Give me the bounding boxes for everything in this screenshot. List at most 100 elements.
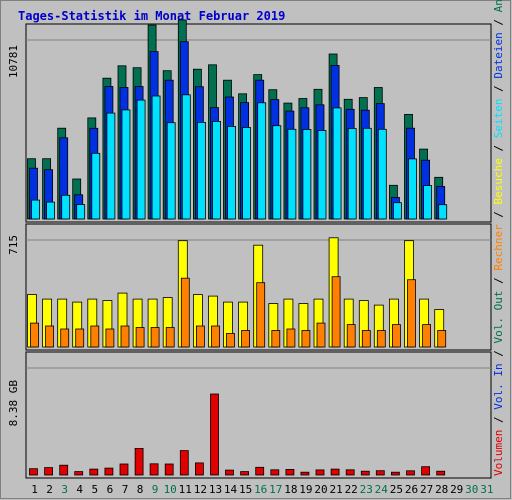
bar-seiten-day-4 bbox=[76, 204, 86, 220]
bar-volumen-day-7 bbox=[119, 463, 129, 476]
bar-volumen-day-23 bbox=[360, 470, 370, 476]
bar-rechner-day-10 bbox=[165, 327, 175, 348]
bar-seiten-day-28 bbox=[438, 204, 448, 220]
x-tick-label-day-7: 7 bbox=[122, 483, 129, 496]
bar-rechner-day-28 bbox=[437, 330, 447, 348]
bar-seiten-day-13 bbox=[212, 121, 221, 220]
bar-rechner-day-12 bbox=[195, 325, 205, 348]
legend-separator: / bbox=[492, 271, 505, 291]
bar-rechner-day-6 bbox=[105, 328, 115, 348]
bar-volumen-day-12 bbox=[194, 462, 204, 476]
bar-volumen-day-15 bbox=[240, 471, 250, 476]
bar-volumen-day-22 bbox=[345, 469, 355, 476]
x-tick-label-day-21: 21 bbox=[329, 483, 342, 496]
legend-item-volumen: Volumen bbox=[492, 430, 505, 476]
bar-rechner-day-3 bbox=[60, 328, 70, 348]
bar-rechner-day-17 bbox=[271, 330, 281, 348]
legend-separator: / bbox=[492, 12, 505, 32]
legend-item-besuche: Besuche bbox=[492, 158, 505, 204]
bar-volumen-day-17 bbox=[270, 469, 280, 476]
bar-rechner-day-19 bbox=[301, 330, 311, 348]
right-legend: Volumen / Vol. In / Vol. Out / Rechner /… bbox=[492, 0, 505, 476]
x-tick-label-day-6: 6 bbox=[107, 483, 114, 496]
bar-seiten-day-5 bbox=[91, 152, 101, 220]
bar-seiten-day-25 bbox=[392, 202, 402, 220]
bar-volumen-day-9 bbox=[149, 463, 159, 476]
bar-seiten-day-11 bbox=[181, 94, 191, 220]
bar-volumen-day-25 bbox=[390, 471, 400, 476]
bar-seiten-day-16 bbox=[257, 102, 267, 220]
bar-volumen-day-24 bbox=[375, 470, 385, 476]
bar-volumen-day-28 bbox=[436, 470, 446, 476]
x-tick-label-day-1: 1 bbox=[31, 483, 38, 496]
bar-seiten-day-7 bbox=[121, 109, 131, 220]
x-tick-label-day-31: 31 bbox=[480, 483, 493, 496]
bar-volumen-day-4 bbox=[74, 471, 84, 476]
bar-seiten-day-14 bbox=[227, 126, 236, 220]
x-tick-label-day-30: 30 bbox=[465, 483, 478, 496]
x-tick-label-day-4: 4 bbox=[76, 483, 83, 496]
x-tick-label-day-8: 8 bbox=[137, 483, 144, 496]
max-label-volume: 8.38 GB bbox=[7, 380, 20, 427]
legend-item-anfragen: Vol. Out bbox=[492, 291, 505, 344]
bar-rechner-day-23 bbox=[361, 330, 371, 348]
bar-seiten-day-20 bbox=[317, 130, 327, 220]
x-tick-label-day-19: 19 bbox=[299, 483, 312, 496]
x-tick-label-day-14: 14 bbox=[224, 483, 238, 496]
bar-volumen-day-13 bbox=[210, 393, 219, 476]
bar-volumen-day-21 bbox=[330, 468, 340, 476]
bar-rechner-day-9 bbox=[150, 327, 160, 348]
x-tick-label-day-2: 2 bbox=[46, 483, 53, 496]
bar-volumen-day-1 bbox=[29, 468, 38, 476]
x-tick-label-day-29: 29 bbox=[450, 483, 463, 496]
x-tick-label-day-11: 11 bbox=[179, 483, 192, 496]
bar-rechner-day-16 bbox=[256, 282, 266, 348]
x-tick-label-day-17: 17 bbox=[269, 483, 282, 496]
bar-seiten-day-6 bbox=[106, 112, 116, 220]
x-tick-label-day-9: 9 bbox=[152, 483, 159, 496]
bar-volumen-day-5 bbox=[89, 468, 99, 476]
legend-separator: / bbox=[492, 410, 505, 430]
bar-volumen-day-6 bbox=[104, 467, 114, 476]
bar-seiten-day-9 bbox=[151, 95, 161, 220]
chart-title: Tages-Statistik im Monat Februar 2019 bbox=[18, 9, 285, 23]
bar-seiten-day-19 bbox=[302, 129, 312, 220]
x-tick-label-day-27: 27 bbox=[420, 483, 433, 496]
bar-seiten-day-8 bbox=[136, 99, 146, 220]
x-tick-label-day-13: 13 bbox=[209, 483, 222, 496]
max-label-visits: 715 bbox=[7, 235, 20, 255]
bar-volumen-day-26 bbox=[406, 470, 415, 476]
bar-rechner-day-4 bbox=[75, 328, 85, 348]
bar-seiten-day-2 bbox=[46, 201, 55, 220]
legend-separator: / bbox=[492, 204, 505, 224]
x-tick-label-day-12: 12 bbox=[194, 483, 207, 496]
bar-rechner-day-5 bbox=[90, 325, 100, 348]
legend-separator: / bbox=[492, 138, 505, 158]
bar-seiten-day-10 bbox=[166, 122, 176, 220]
x-tick-label-day-10: 10 bbox=[164, 483, 177, 496]
x-tick-label-day-25: 25 bbox=[390, 483, 403, 496]
x-tick-label-day-15: 15 bbox=[239, 483, 252, 496]
bar-rechner-day-27 bbox=[422, 324, 432, 348]
x-tick-label-day-20: 20 bbox=[314, 483, 327, 496]
bar-rechner-day-20 bbox=[316, 322, 326, 348]
bar-seiten-day-12 bbox=[196, 122, 206, 220]
bar-rechner-day-7 bbox=[120, 325, 130, 348]
x-tick-label-day-18: 18 bbox=[284, 483, 297, 496]
panel-frame-volume bbox=[25, 351, 492, 479]
bar-rechner-day-21 bbox=[331, 276, 341, 348]
bar-volumen-day-27 bbox=[421, 466, 431, 476]
bar-volumen-day-19 bbox=[300, 471, 310, 476]
legend-separator: / bbox=[492, 79, 505, 99]
legend-item-rechner: Rechner bbox=[492, 224, 505, 271]
bar-rechner-day-26 bbox=[407, 279, 416, 348]
bar-rechner-day-14 bbox=[226, 333, 235, 348]
bar-rechner-day-8 bbox=[135, 327, 145, 348]
bar-volumen-day-2 bbox=[44, 467, 53, 476]
x-tick-label-day-28: 28 bbox=[435, 483, 448, 496]
bar-volumen-day-11 bbox=[179, 450, 189, 476]
bar-rechner-day-25 bbox=[391, 324, 401, 348]
bar-volumen-day-16 bbox=[255, 466, 265, 476]
